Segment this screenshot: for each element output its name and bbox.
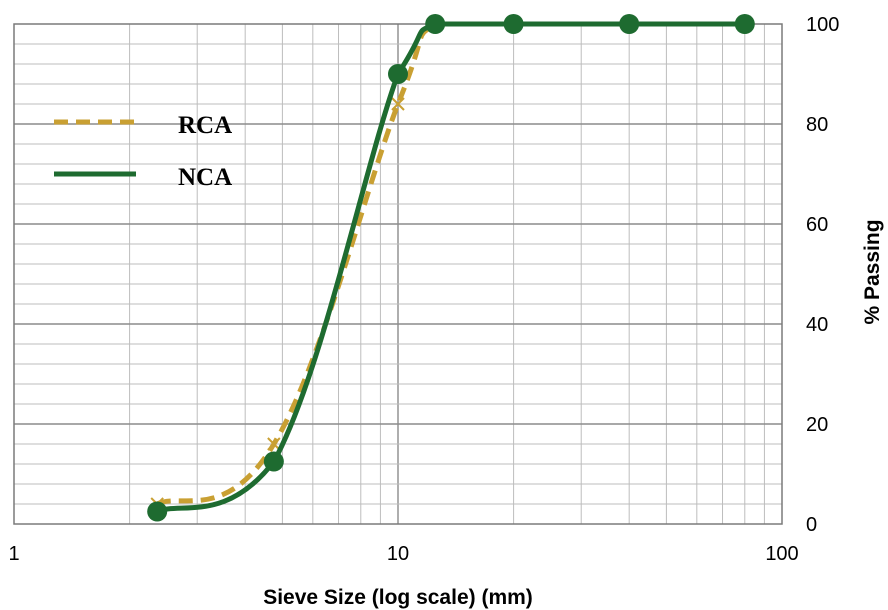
legend: RCA NCA <box>54 112 232 191</box>
series-layer <box>147 14 755 522</box>
plot-border <box>13 23 783 525</box>
data-point-nca <box>734 14 755 34</box>
data-point-nca <box>388 64 408 84</box>
y-tick-label: 40 <box>806 314 828 336</box>
x-tick-label: 1 <box>8 543 19 565</box>
data-point-nca <box>503 14 524 34</box>
x-tick-label: 10 <box>387 543 409 565</box>
data-point-nca <box>263 451 284 472</box>
x-axis-title: Sieve Size (log scale) (mm) <box>263 586 533 609</box>
y-tick-label: 20 <box>806 414 828 436</box>
legend-label-rca: RCA <box>178 112 232 139</box>
y-tick-label: 0 <box>806 514 817 536</box>
tick-labels: 1 10 100 0 20 40 60 80 100 <box>8 14 839 565</box>
y-axis-title: % Passing <box>861 219 884 324</box>
x-tick-label: 100 <box>765 543 798 565</box>
plot-frame <box>13 23 783 525</box>
y-tick-label: 60 <box>806 214 828 236</box>
data-point-nca <box>425 14 446 34</box>
data-point-rca <box>391 97 405 111</box>
grid <box>14 24 782 524</box>
y-tick-label: 100 <box>806 14 839 36</box>
data-point-rca <box>267 437 281 451</box>
data-point-nca <box>619 14 640 34</box>
y-tick-label: 80 <box>806 114 828 136</box>
legend-label-nca: NCA <box>178 164 232 191</box>
data-point-nca <box>147 501 168 522</box>
